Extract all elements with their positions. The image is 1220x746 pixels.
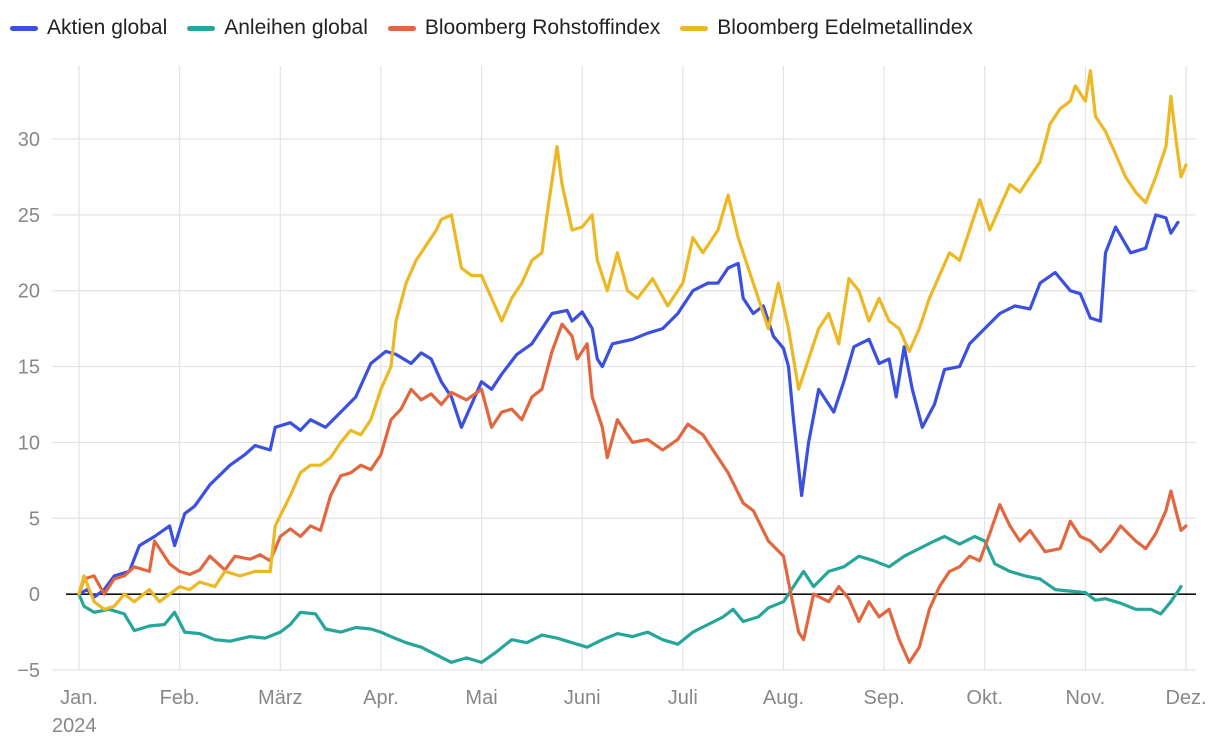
y-tick-label: 10 xyxy=(18,432,40,454)
legend-item-aktien-global[interactable]: Aktien global xyxy=(10,16,167,40)
y-tick-label: −5 xyxy=(17,660,40,682)
y-tick-label: 20 xyxy=(18,281,40,303)
legend-label: Bloomberg Edelmetallindex xyxy=(717,16,973,39)
y-axis-tick-labels: −5 0 5 10 15 20 25 30 xyxy=(17,129,40,682)
series-line-aktien-global xyxy=(77,213,1180,599)
series-line-bloomberg-rohstoffindex xyxy=(77,322,1188,664)
x-tick-label: Okt. xyxy=(966,687,1003,709)
legend-swatch xyxy=(10,25,38,31)
legend-label: Aktien global xyxy=(47,16,168,39)
y-tick-label: 0 xyxy=(29,584,40,606)
horizontal-gridlines xyxy=(52,138,1196,671)
legend-label: Bloomberg Rohstoffindex xyxy=(424,16,661,39)
x-tick-label: Jan. xyxy=(60,687,98,709)
legend-label: Anleihen global xyxy=(224,16,368,39)
x-tick-label: Juli xyxy=(668,687,698,709)
legend: Aktien global Anleihen global Bloomberg Ro… xyxy=(10,12,973,44)
x-tick-label: Feb. xyxy=(160,687,200,709)
legend-item-anleihen-global[interactable]: Anleihen global xyxy=(187,16,368,40)
x-tick-label: Aug. xyxy=(763,687,804,709)
y-tick-label: 5 xyxy=(29,508,40,530)
x-tick-label: Apr. xyxy=(363,687,399,709)
x-axis-tick-labels: Jan. Feb. März Apr. Mai Juni Juli Aug. Sep. Okt. N… xyxy=(60,687,1206,709)
legend-swatch xyxy=(680,25,709,31)
legend-item-bloomberg-edelmetallindex[interactable]: Bloomberg Edelmetallindex xyxy=(680,16,973,40)
series-line-anleihen-global xyxy=(77,534,1183,664)
x-tick-label: Nov. xyxy=(1066,687,1106,709)
legend-swatch xyxy=(187,25,216,31)
x-tick-label: Sep. xyxy=(864,687,905,709)
vertical-gridlines xyxy=(78,66,1187,670)
y-tick-label: 25 xyxy=(18,205,40,227)
x-tick-label: März xyxy=(258,687,302,709)
x-tick-label: Dez. xyxy=(1165,687,1206,709)
y-tick-label: 15 xyxy=(18,357,40,379)
legend-swatch xyxy=(387,25,416,31)
x-tick-label: Juni xyxy=(564,687,601,709)
y-tick-label: 30 xyxy=(18,129,40,151)
x-tick-label: Mai xyxy=(465,687,497,709)
legend-item-bloomberg-rohstoffindex[interactable]: Bloomberg Rohstoffindex xyxy=(387,16,661,40)
year-label: 2024 xyxy=(52,715,97,737)
series-line-bloomberg-edelmetallindex xyxy=(77,69,1188,611)
series-lines xyxy=(77,69,1188,664)
